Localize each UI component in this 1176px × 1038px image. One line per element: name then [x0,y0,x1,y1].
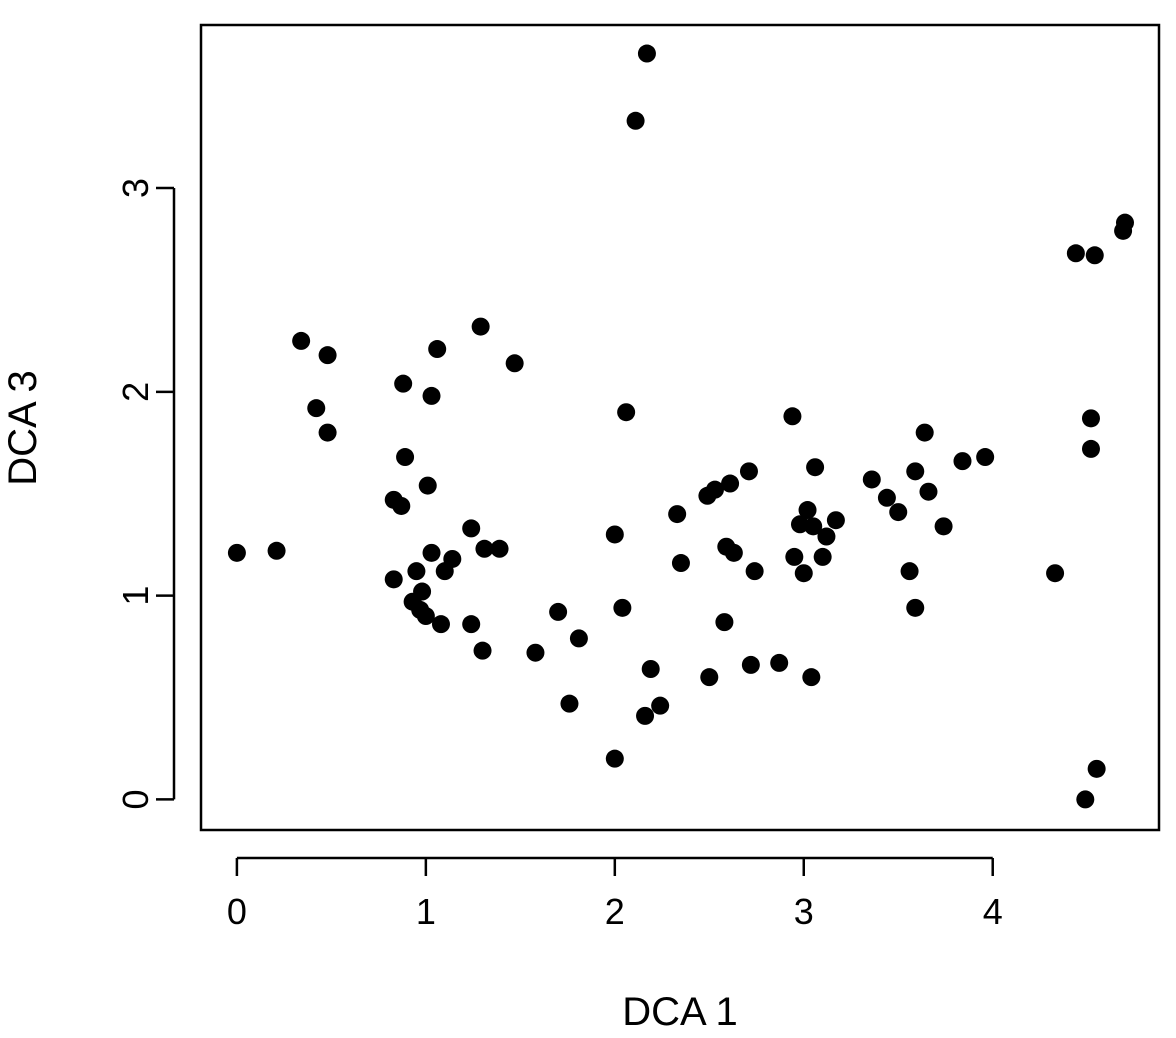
scatter-point [668,505,687,524]
scatter-point [906,462,925,481]
scatter-point [826,511,845,530]
scatter-point [318,346,337,365]
scatter-point [1076,790,1095,809]
scatter-point [817,527,836,546]
scatter-point [934,517,953,536]
scatter-point [900,562,919,581]
scatter-point [721,474,740,493]
scatter-point [560,694,579,713]
y-tick-label: 2 [115,382,156,402]
scatter-point [292,331,311,350]
y-tick-label: 1 [115,586,156,606]
x-axis: 0 1 2 3 4 [227,856,1003,932]
scatter-point [605,749,624,768]
scatter-point [783,407,802,426]
scatter-point [889,503,908,522]
scatter-point [739,462,758,481]
scatter-point [804,517,823,536]
scatter-point [906,598,925,617]
scatter-point [813,547,832,566]
scatter-point [705,480,724,499]
plot-frame [199,23,1161,832]
scatter-point [413,582,432,601]
scatter-point [1087,759,1106,778]
scatter-point [637,44,656,63]
scatter-point [422,386,441,405]
scatter-point [724,543,743,562]
scatter-point [806,458,825,477]
scatter-point [443,549,462,568]
scatter-point [1115,213,1134,232]
scatter-point [617,403,636,422]
scatter-point [636,706,655,725]
scatter-point [877,488,896,507]
scatter-point [473,641,492,660]
scatter-point [267,541,286,560]
y-tick-label: 3 [115,178,156,198]
scatter-point [651,696,670,715]
scatter-point [407,562,426,581]
scatter-point [475,539,494,558]
x-tick-label: 4 [983,891,1003,932]
scatter-point [626,111,645,130]
scatter-point [700,668,719,687]
scatter-point [1046,564,1065,583]
scatter-point [671,554,690,573]
scatter-point [396,448,415,467]
scatter-point [227,543,246,562]
scatter-point [798,501,817,520]
x-tick-label: 1 [416,891,436,932]
scatter-point [490,539,509,558]
scatter-point [471,317,490,336]
x-axis-title: DCA 1 [622,990,738,1034]
y-tick-label: 0 [115,789,156,809]
scatter-point [641,660,660,678]
scatter-point [605,525,624,544]
scatter-point [394,374,413,393]
y-axis-title: DCA 3 [1,370,45,486]
scatter-point [384,570,403,589]
scatter-point [790,515,809,534]
scatter-point [462,615,481,634]
data-points [227,44,1134,809]
scatter-point [1081,439,1100,458]
scatter-point [715,613,734,632]
scatter-point [785,547,804,566]
scatter-point [915,423,934,442]
scatter-point [741,655,760,674]
scatter-point [505,354,524,373]
scatter-point [1085,246,1104,265]
scatter-point [953,452,972,471]
scatter-point [462,519,481,538]
scatter-point [976,448,995,467]
scatter-point [392,496,411,515]
scatter-point [318,423,337,442]
scatter-point [1081,409,1100,428]
scatter-point [745,562,764,581]
scatter-point [794,564,813,583]
x-tick-label: 0 [227,891,247,932]
scatter-point [428,340,447,359]
scatter-point [422,543,441,562]
scatter-point [613,598,632,617]
scatter-point [569,629,588,648]
scatter-point [418,476,437,495]
scatter-point [770,653,789,672]
x-tick-label: 2 [605,891,625,932]
scatter-point [802,668,821,687]
y-axis: 0 1 2 3 [115,178,176,809]
scatter-point [549,602,568,621]
scatter-point [307,399,326,418]
scatter-point [1066,244,1085,263]
scatter-point [416,607,435,626]
scatter-point [862,470,881,489]
scatter-point [431,615,450,634]
x-tick-label: 3 [794,891,814,932]
scatter-point [919,482,938,501]
scatter-point [526,643,545,662]
